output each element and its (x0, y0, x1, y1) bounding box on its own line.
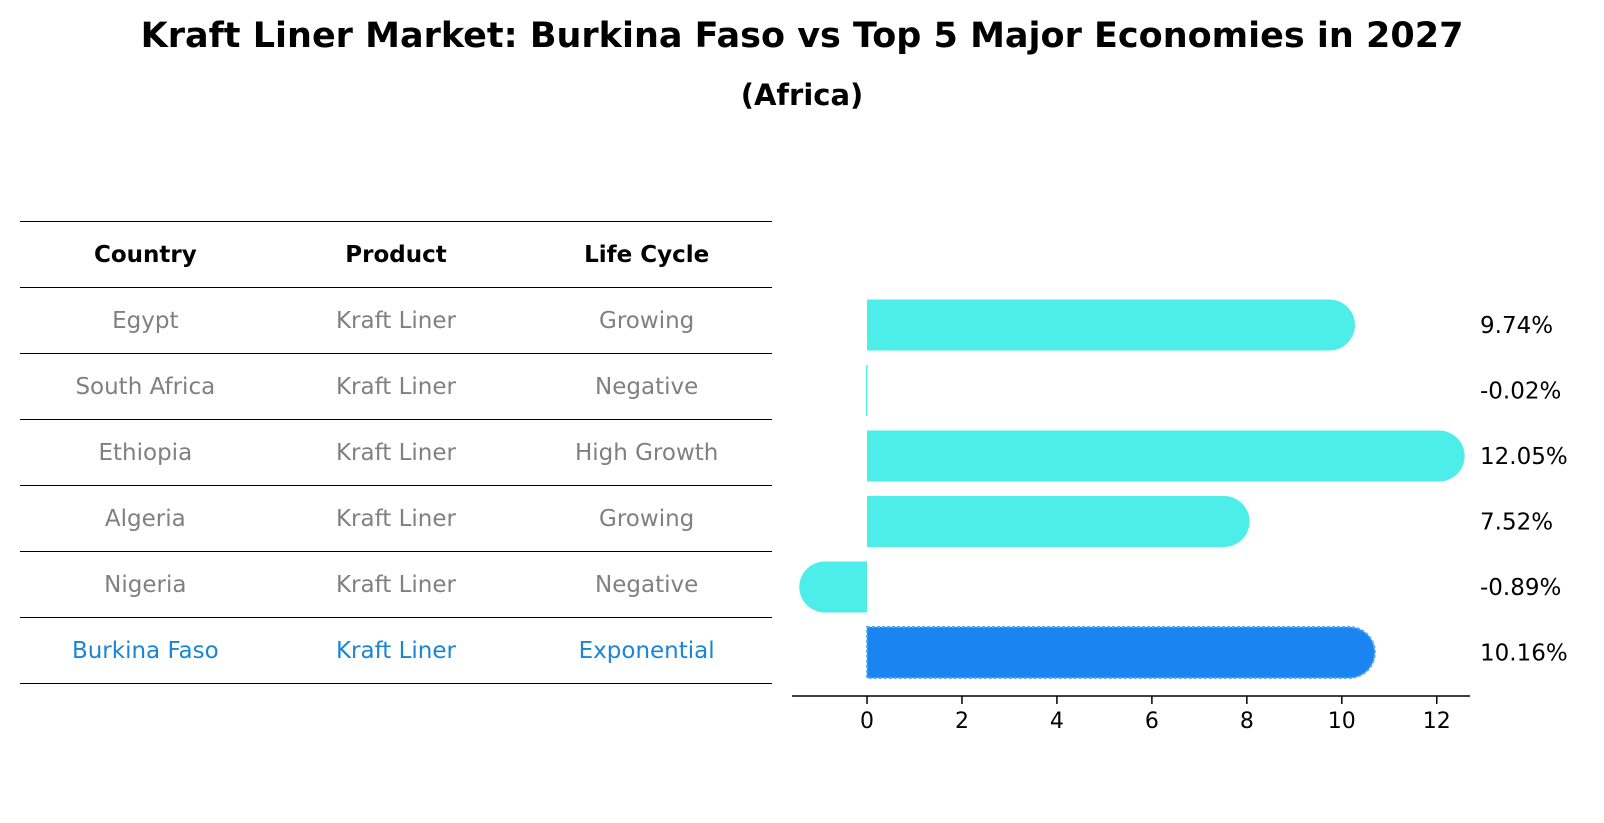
bar-value-label: 12.05% (1480, 444, 1568, 470)
cell-life-cycle: Negative (521, 353, 772, 420)
table-header-row: Country Product Life Cycle (20, 221, 772, 288)
table-row: Algeria Kraft Liner Growing (20, 485, 772, 552)
cell-life-cycle: Growing (521, 485, 772, 552)
cell-product: Kraft Liner (270, 419, 522, 486)
bar-highlight (866, 626, 1376, 679)
x-tick-label: 8 (1240, 709, 1254, 734)
cell-country: Egypt (20, 287, 271, 354)
table-row: Egypt Kraft Liner Growing (20, 287, 772, 354)
cell-product: Kraft Liner (270, 617, 522, 684)
table-row: Ethiopia Kraft Liner High Growth (20, 419, 772, 486)
cell-life-cycle: Growing (521, 287, 772, 354)
x-tick-label: 12 (1423, 709, 1451, 734)
bar-value-label: 10.16% (1480, 641, 1568, 667)
cell-country: Algeria (20, 485, 271, 552)
cell-country: Nigeria (20, 551, 271, 618)
x-tick-label: 4 (1050, 709, 1064, 734)
header-product: Product (270, 221, 522, 288)
bar-value-label: 9.74% (1480, 313, 1553, 339)
header-life-cycle: Life Cycle (521, 221, 772, 288)
bar (867, 430, 1465, 482)
cell-product: Kraft Liner (270, 551, 522, 618)
table-row: South Africa Kraft Liner Negative (20, 353, 772, 420)
cell-life-cycle: High Growth (521, 419, 772, 486)
x-tick-label: 0 (860, 709, 874, 734)
header-country: Country (20, 221, 271, 288)
x-tick-label: 10 (1328, 709, 1356, 734)
bar (867, 496, 1250, 547)
bar-value-label: 7.52% (1480, 510, 1553, 536)
bar-value-label: -0.02% (1480, 379, 1561, 405)
cell-life-cycle: Exponential (521, 617, 772, 684)
country-table: Country Product Life Cycle Egypt Kraft L… (20, 221, 772, 684)
bar (866, 365, 868, 416)
cell-product: Kraft Liner (270, 353, 522, 420)
cell-life-cycle: Negative (521, 551, 772, 618)
bar (867, 299, 1355, 351)
table-row-highlight: Burkina Faso Kraft Liner Exponential (20, 617, 772, 684)
cell-country: Burkina Faso (20, 617, 271, 684)
bar-value-label: -0.89% (1480, 575, 1561, 601)
x-tick-label: 6 (1145, 709, 1159, 734)
x-tick-label: 2 (955, 709, 969, 734)
table-row: Nigeria Kraft Liner Negative (20, 551, 772, 618)
bar (799, 561, 868, 613)
cell-country: Ethiopia (20, 419, 271, 486)
cell-product: Kraft Liner (270, 485, 522, 552)
chart-subtitle: (Africa) (740, 78, 864, 112)
chart-title: Kraft Liner Market: Burkina Faso vs Top … (140, 16, 1464, 56)
cell-product: Kraft Liner (270, 287, 522, 354)
cell-country: South Africa (20, 353, 271, 420)
